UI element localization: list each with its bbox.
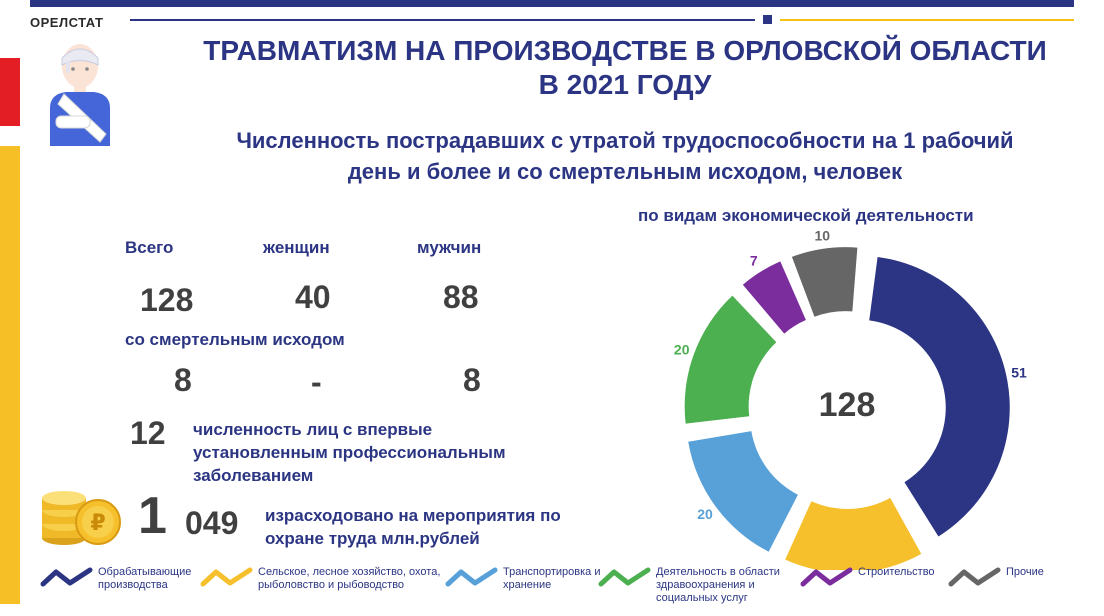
total-label: Всего: [125, 238, 174, 257]
legend-label-line1: Прочие: [1006, 566, 1044, 578]
page-subtitle: Численность пострадавших с утратой трудо…: [160, 125, 1090, 187]
legend-label-line2: рыболовство и рыбоводство: [258, 579, 405, 591]
occupational-line-3: заболеванием: [193, 466, 314, 485]
fatal-label: со смертельным исходом: [125, 330, 345, 349]
women-value: 40: [295, 279, 331, 315]
donut-slice-1: [869, 256, 1010, 537]
men-label: мужчин: [417, 238, 482, 257]
donut-slice-3: [688, 431, 798, 552]
legend-item-6: Прочие: [948, 566, 1044, 588]
occupational-line-1: численность лиц с впервые: [193, 420, 433, 439]
legend-label-line2: здравоохранения и: [656, 579, 755, 591]
legend-swatch-icon: [40, 567, 93, 587]
legend-label: Транспортировка и хранение: [503, 566, 601, 592]
legend-swatch-icon: [800, 567, 853, 587]
total-value: 128: [140, 282, 194, 318]
header-rule-yellow: [780, 19, 1074, 21]
spending-big: 1: [138, 487, 167, 545]
chart-title: по видам экономической деятельности: [638, 206, 974, 225]
legend-swatch-icon: [200, 567, 253, 587]
coins-icon: ₽: [42, 491, 121, 545]
page-title: ТРАВМАТИЗМ НА ПРОИЗВОДСТВЕ В ОРЛОВСКОЙ О…: [120, 34, 1104, 102]
women-label: женщин: [263, 238, 330, 257]
legend-label-line3: социальных услуг: [656, 592, 748, 604]
fatal-women-value: -: [311, 364, 322, 400]
men-value: 88: [443, 279, 479, 315]
legend-label: Обрабатывающие производства: [98, 566, 191, 592]
top-bar: [30, 0, 1074, 7]
title-line-2: В 2021 ГОДУ: [538, 69, 712, 100]
legend-swatch-icon: [445, 567, 498, 587]
legend-label-line1: Обрабатывающие: [98, 566, 192, 578]
occupational-value: 12: [130, 415, 166, 451]
subtitle-line-2: день и более и со смертельным исходом, ч…: [347, 159, 903, 184]
donut-value-label-4: 20: [674, 342, 690, 358]
svg-text:₽: ₽: [90, 511, 105, 536]
donut-slice-2: [785, 497, 922, 570]
legend-label-line1: Деятельность в области: [656, 566, 780, 578]
logo-text: ОРЕЛСТАТ: [30, 15, 104, 30]
legend-item-3: Транспортировка и хранение: [445, 566, 601, 592]
spending-line-1: израсходовано на мероприятия по: [265, 506, 561, 525]
donut-slice-5: [742, 261, 806, 334]
injured-worker-icon: [50, 44, 110, 146]
donut-value-label-5: 7: [750, 253, 758, 269]
legend-item-1: Обрабатывающие производства: [40, 566, 191, 592]
legend-label-line2: производства: [98, 579, 168, 591]
title-line-1: ТРАВМАТИЗМ НА ПРОИЗВОДСТВЕ В ОРЛОВСКОЙ О…: [203, 35, 1047, 66]
donut-slice-4: [684, 295, 777, 424]
donut-center-label: 128: [819, 386, 876, 424]
header-rule-square: [763, 15, 772, 24]
side-accent-yellow: [0, 146, 20, 604]
legend-swatch-icon: [948, 567, 1001, 587]
spending-text: израсходовано на мероприятия по охране т…: [265, 504, 561, 550]
legend-label-line1: Строительство: [858, 566, 935, 578]
occupational-line-2: установленным профессиональным: [193, 443, 506, 462]
legend-label: Строительство: [858, 566, 935, 579]
spending-line-2: охране труда млн.рублей: [265, 529, 480, 548]
legend-label-line2: хранение: [503, 579, 552, 591]
fatal-total-value: 8: [174, 362, 192, 398]
subtitle-line-1: Численность пострадавших с утратой трудо…: [236, 128, 1014, 153]
fatal-men-value: 8: [463, 362, 481, 398]
legend-label-line1: Транспортировка и: [503, 566, 601, 578]
spending-small: 049: [185, 505, 239, 541]
header-rule-blue: [130, 19, 755, 21]
donut-value-label-1: 51: [1011, 365, 1027, 381]
legend-item-2: Сельское, лесное хозяйство, охота, рыболо…: [200, 566, 440, 592]
side-accent-red: [0, 58, 20, 126]
legend-label-line1: Сельское, лесное хозяйство, охота,: [258, 566, 441, 578]
legend-item-5: Строительство: [800, 566, 935, 588]
occupational-text: численность лиц с впервые установленным …: [193, 418, 506, 487]
donut-value-label-3: 20: [697, 506, 713, 522]
legend-label: Прочие: [1006, 566, 1044, 579]
donut-slice-6: [791, 247, 858, 317]
legend-label: Сельское, лесное хозяйство, охота, рыболо…: [258, 566, 440, 592]
donut-chart: 51202020710 128: [674, 228, 1027, 570]
legend-swatch-icon: [598, 567, 651, 587]
donut-value-label-6: 10: [815, 228, 831, 244]
